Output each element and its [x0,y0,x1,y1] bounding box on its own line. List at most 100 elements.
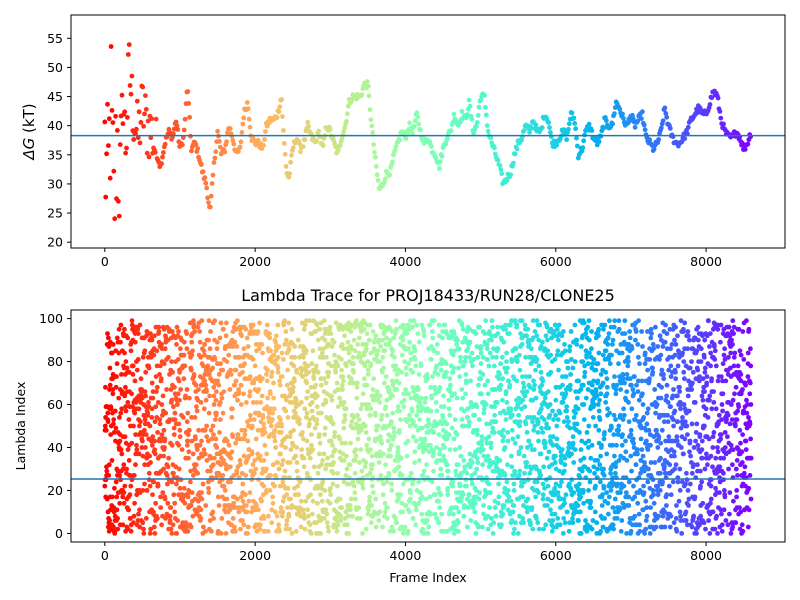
lambda-data-point [288,447,294,452]
lambda-data-point [236,389,242,394]
lambda-data-point [199,496,205,502]
lambda-data-point [324,520,330,526]
lambda-data-point [214,389,219,394]
lambda-data-point [538,451,544,457]
lambda-data-point [204,434,210,440]
lambda-data-point [426,524,432,530]
lambda-data-point [313,329,318,334]
lambda-data-point [435,458,440,463]
lambda-data-point [293,397,299,403]
lambda-data-point [328,492,334,498]
lambda-data-point [458,498,464,504]
lambda-data-point [585,361,591,367]
lambda-data-point [359,402,365,407]
lambda-data-point [478,344,484,349]
lambda-data-point [507,382,513,388]
lambda-data-point [674,503,679,508]
lambda-data-point [279,423,285,429]
lambda-data-point [630,436,636,442]
lambda-data-point [554,436,560,442]
lambda-data-point [294,468,300,474]
lambda-data-point [134,442,139,448]
lambda-data-point [321,376,327,382]
lambda-data-point [640,453,646,459]
lambda-data-point [489,318,495,324]
lambda-data-point [214,346,220,352]
lambda-data-point [238,494,244,500]
lambda-data-point [412,449,418,455]
lambda-data-point [612,374,617,379]
dg-data-point [274,115,280,120]
lambda-data-point [319,462,325,468]
lambda-data-point [628,432,634,437]
lambda-data-point [693,430,699,435]
lambda-data-point [532,382,537,388]
dg-data-point [109,108,115,113]
lambda-data-point [349,419,355,425]
lambda-data-point [206,337,212,343]
lambda-data-point [367,412,373,418]
lambda-data-point [167,518,173,523]
dg-data-point [596,139,602,145]
lambda-data-point [561,496,567,502]
lambda-data-point [152,531,158,536]
lambda-data-point [267,391,273,397]
dg-data-point [153,116,159,122]
lambda-data-point [333,369,339,375]
lambda-data-point [563,374,569,379]
dg-data-point [521,128,527,133]
lambda-data-point [722,488,727,493]
lambda-data-point [367,337,372,343]
lambda-data-point [239,470,245,476]
lambda-data-point [506,331,512,336]
lambda-data-point [628,453,634,459]
lambda-data-point [178,387,184,392]
lambda-data-point [381,365,386,371]
lambda-data-point [188,524,194,530]
lambda-data-point [619,350,625,356]
lambda-data-point [276,522,281,528]
lambda-data-point [129,440,135,446]
lambda-data-point [545,348,551,354]
lambda-data-point [391,430,397,435]
lambda-data-point [393,516,398,521]
lambda-data-point [516,473,522,478]
lambda-data-point [198,354,204,360]
lambda-data-point [427,494,433,500]
lambda-data-point [366,507,371,513]
dg-data-point [499,171,505,177]
lambda-data-point [322,516,327,521]
lambda-data-point [462,464,468,470]
lambda-data-point [154,384,160,390]
dg-data-point [210,172,216,178]
lambda-data-point [478,376,484,382]
lambda-data-point [283,526,289,532]
lambda-data-point [614,516,620,521]
lambda-data-point [472,470,478,476]
dg-data-point [225,130,230,136]
lambda-data-point [277,382,283,388]
lambda-data-point [728,442,734,448]
lambda-data-point [429,479,435,485]
lambda-data-point [642,361,648,367]
lambda-data-point [719,417,724,422]
lambda-data-point [334,380,340,386]
lambda-data-point [669,342,675,347]
lambda-data-point [149,442,155,448]
lambda-data-point [560,382,565,388]
lambda-data-point [637,528,643,534]
lambda-data-point [458,453,464,459]
lambda-data-point [301,436,306,442]
lambda-data-point [348,376,354,382]
lambda-data-point [198,400,204,405]
dg-data-point [437,166,442,171]
dg-data-point [488,135,494,141]
lambda-data-point [149,415,155,420]
lambda-data-point [557,522,563,528]
lambda-data-point [262,528,268,534]
lambda-data-point [388,442,394,448]
lambda-data-point [168,387,174,392]
dg-data-point [679,139,685,145]
lambda-data-point [511,503,517,508]
lambda-data-point [664,503,669,508]
